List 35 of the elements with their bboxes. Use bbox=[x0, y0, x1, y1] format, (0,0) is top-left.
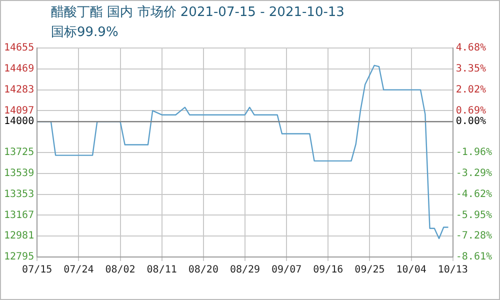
x-tick-label: 09/25 bbox=[354, 264, 385, 276]
y2-tick-label: 0.00% bbox=[456, 116, 486, 128]
y2-tick-label: -4.62% bbox=[456, 188, 492, 200]
y2-tick-label: -3.29% bbox=[456, 168, 492, 179]
x-tick-label: 07/24 bbox=[64, 264, 94, 276]
y-tick-label: 13725 bbox=[4, 147, 34, 158]
y2-tick-label: 0.69% bbox=[456, 105, 486, 116]
x-tick-label: 08/11 bbox=[146, 264, 177, 276]
y2-tick-label: 4.68% bbox=[456, 42, 486, 54]
y2-tick-label: -1.96% bbox=[456, 147, 492, 158]
x-tick-label: 08/02 bbox=[105, 264, 136, 276]
x-tick-label: 08/20 bbox=[188, 264, 218, 276]
y-tick-label: 13167 bbox=[4, 210, 34, 221]
y-tick-label: 12795 bbox=[4, 252, 34, 263]
y-tick-label: 14000 bbox=[4, 116, 34, 128]
y-tick-label: 13353 bbox=[4, 188, 34, 200]
y2-tick-label: 2.02% bbox=[456, 84, 486, 96]
x-tick-label: 07/15 bbox=[22, 264, 52, 276]
x-tick-label: 09/07 bbox=[272, 264, 302, 276]
y-tick-label: 14283 bbox=[4, 84, 34, 96]
y2-tick-label: -8.61% bbox=[456, 252, 492, 263]
y-tick-label: 12981 bbox=[4, 230, 34, 242]
y2-tick-label: 3.35% bbox=[456, 64, 486, 75]
chart-title: 醋酸丁酯 国内 市场价 2021-07-15 - 2021-10-13 bbox=[51, 4, 344, 21]
y-tick-label: 14097 bbox=[4, 105, 34, 116]
y-tick-label: 14655 bbox=[4, 42, 34, 54]
y2-tick-label: -7.28% bbox=[456, 230, 492, 242]
y-tick-label: 13539 bbox=[4, 168, 34, 179]
x-tick-label: 08/29 bbox=[230, 264, 260, 276]
y2-tick-label: -5.95% bbox=[456, 210, 492, 221]
x-tick-label: 10/04 bbox=[396, 264, 426, 276]
y-tick-label: 14469 bbox=[4, 63, 34, 74]
x-tick-label: 09/16 bbox=[313, 264, 344, 276]
chart-subtitle: 国标99.9% bbox=[51, 24, 118, 41]
x-tick-label: 10/13 bbox=[438, 264, 468, 276]
